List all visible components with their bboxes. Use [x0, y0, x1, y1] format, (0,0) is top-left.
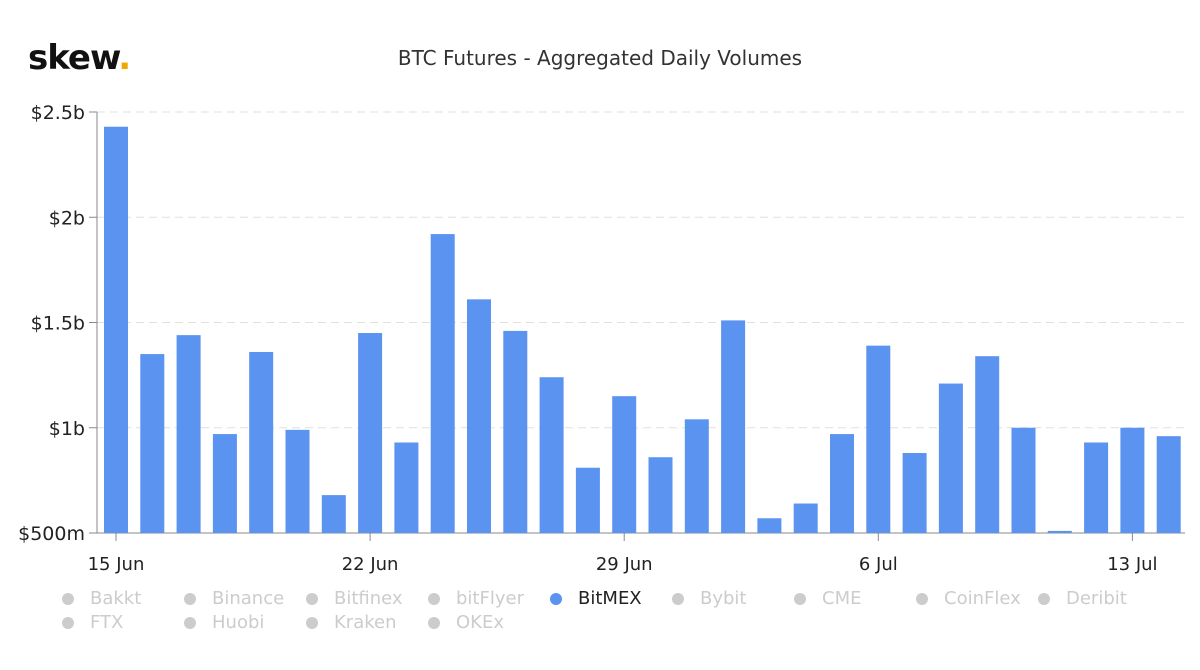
- legend-item-coinflex[interactable]: CoinFlex: [916, 588, 1021, 609]
- bar: [394, 442, 419, 533]
- bar: [430, 234, 455, 533]
- bar: [285, 429, 310, 533]
- legend-label: Deribit: [1066, 588, 1127, 609]
- chart-title: BTC Futures - Aggregated Daily Volumes: [397, 46, 803, 70]
- legend-label: BitMEX: [578, 588, 642, 609]
- bar: [212, 434, 237, 533]
- x-tick-label: 6 Jul: [859, 554, 898, 575]
- bar: [575, 467, 600, 533]
- bar: [866, 345, 891, 533]
- bar: [503, 330, 528, 533]
- legend-dot-icon: [306, 592, 318, 605]
- legend-dot-icon: [62, 592, 74, 605]
- legend-label: Bitfinex: [334, 588, 403, 609]
- legend-dot-icon: [916, 592, 928, 605]
- x-tick-label: 22 Jun: [342, 554, 399, 575]
- legend-dot-icon: [794, 592, 806, 605]
- legend-item-ftx[interactable]: FTX: [62, 612, 123, 633]
- legend-item-cme[interactable]: CME: [794, 588, 861, 609]
- legend-label: FTX: [90, 612, 124, 633]
- bar: [830, 434, 854, 533]
- bar: [612, 396, 637, 533]
- legend-item-bitmex[interactable]: BitMEX: [550, 588, 642, 609]
- legend-dot-icon: [428, 592, 440, 605]
- bar: [793, 503, 818, 533]
- bar: [358, 333, 383, 533]
- bar: [176, 335, 201, 533]
- legend-item-binance[interactable]: Binance: [184, 588, 284, 609]
- legend-item-bitflyer[interactable]: bitFlyer: [428, 588, 524, 609]
- legend-label: Bakkt: [90, 588, 142, 609]
- legend-dot-icon: [672, 592, 684, 605]
- y-tick-label: $2.5b: [31, 102, 85, 124]
- bar: [684, 419, 709, 533]
- legend-item-huobi[interactable]: Huobi: [184, 612, 264, 633]
- legend-label: Bybit: [700, 588, 747, 609]
- legend-label: OKEx: [456, 612, 504, 633]
- legend-dot-icon: [184, 592, 196, 605]
- legend-item-okex[interactable]: OKEx: [428, 612, 504, 633]
- legend-label: CME: [822, 588, 862, 609]
- legend-label: Kraken: [334, 612, 397, 633]
- legend-item-bitfinex[interactable]: Bitfinex: [306, 588, 403, 609]
- legend-dot-icon: [428, 616, 440, 629]
- bar: [1120, 427, 1145, 533]
- bar: [104, 126, 128, 534]
- bar: [721, 320, 746, 533]
- bar: [249, 351, 274, 533]
- y-tick-label: $1b: [49, 418, 85, 440]
- bar: [1084, 442, 1109, 533]
- legend-item-kraken[interactable]: Kraken: [306, 612, 397, 633]
- bar: [140, 354, 165, 533]
- bar: [757, 518, 782, 533]
- legend-label: CoinFlex: [944, 588, 1021, 609]
- y-tick-label: $1.5b: [31, 313, 85, 335]
- bar: [1156, 436, 1181, 533]
- legend-item-bakkt[interactable]: Bakkt: [62, 588, 141, 609]
- legend-dot-icon: [1038, 592, 1050, 605]
- bar: [902, 453, 927, 533]
- legend-label: Binance: [212, 588, 285, 609]
- legend-dot-icon: [62, 616, 74, 629]
- bar: [321, 495, 346, 533]
- legend-dot-icon: [184, 616, 196, 629]
- y-tick-label: $2b: [49, 207, 85, 229]
- y-tick-label: $500m: [18, 523, 85, 545]
- legend-label: bitFlyer: [456, 588, 524, 609]
- x-tick-label: 15 Jun: [88, 554, 145, 575]
- bar: [1011, 427, 1036, 533]
- x-tick-label: 29 Jun: [596, 554, 653, 575]
- bar: [539, 377, 564, 533]
- bar: [938, 383, 963, 533]
- x-tick-label: 13 Jul: [1107, 554, 1157, 575]
- legend-label: Huobi: [212, 612, 265, 633]
- legend-dot-icon: [550, 592, 562, 605]
- bar: [467, 299, 491, 533]
- bar: [975, 356, 1000, 533]
- bar: [1047, 530, 1072, 533]
- skew-logo: skew.: [28, 38, 131, 78]
- bar: [648, 457, 673, 533]
- legend-dot-icon: [306, 616, 318, 629]
- legend-item-bybit[interactable]: Bybit: [672, 588, 747, 609]
- legend-item-deribit[interactable]: Deribit: [1038, 588, 1127, 609]
